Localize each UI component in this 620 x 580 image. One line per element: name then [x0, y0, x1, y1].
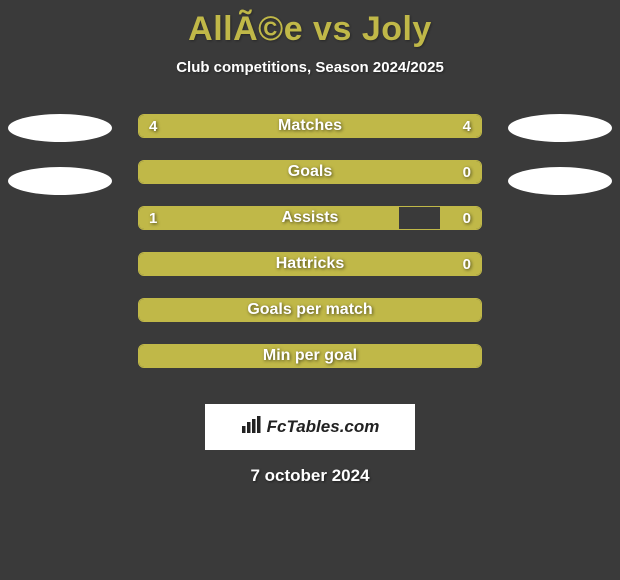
bar-chart-icon [241, 416, 263, 439]
stat-bar-track: 0Goals [138, 160, 482, 184]
stat-bar-right [440, 207, 481, 229]
stat-bar-left [139, 115, 310, 137]
stat-row: Goals per match [0, 298, 620, 344]
stat-bar-track: 10Assists [138, 206, 482, 230]
player-marker-left [8, 167, 112, 195]
player-marker-right [508, 114, 612, 142]
stat-row: 0Hattricks [0, 252, 620, 298]
player-marker-left [8, 114, 112, 142]
page-title: AllÃ©e vs Joly [0, 0, 620, 49]
stat-bar-left [139, 253, 481, 275]
logo-text: FcTables.com [267, 417, 380, 437]
comparison-card: AllÃ©e vs Joly Club competitions, Season… [0, 0, 620, 580]
stat-row: 0Goals [0, 160, 620, 206]
stat-bar-left [139, 207, 399, 229]
stat-bar-left [139, 161, 481, 183]
logo: FcTables.com [241, 416, 380, 439]
date-label: 7 october 2024 [0, 466, 620, 486]
stat-bar-left [139, 345, 481, 367]
stat-rows: 44Matches 0Goals 10Assists 0Hattricks Goals … [0, 114, 620, 390]
stat-bar-track: Goals per match [138, 298, 482, 322]
stat-row: 10Assists [0, 206, 620, 252]
stat-bar-left [139, 299, 481, 321]
player-marker-right [508, 167, 612, 195]
stat-row: 44Matches [0, 114, 620, 160]
stat-bar-track: 0Hattricks [138, 252, 482, 276]
stat-row: Min per goal [0, 344, 620, 390]
logo-box: FcTables.com [205, 404, 415, 450]
stat-bar-track: Min per goal [138, 344, 482, 368]
stat-bar-right [310, 115, 481, 137]
stat-bar-track: 44Matches [138, 114, 482, 138]
subtitle: Club competitions, Season 2024/2025 [0, 59, 620, 76]
